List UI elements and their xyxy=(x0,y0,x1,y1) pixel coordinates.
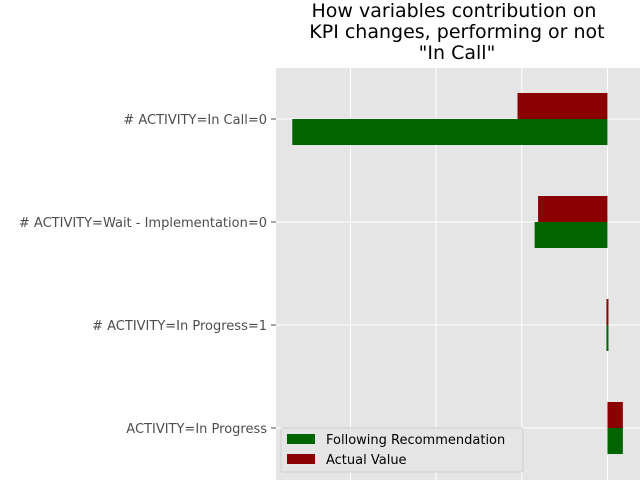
y-tick-label: # ACTIVITY=In Call=0 xyxy=(123,113,267,128)
bar-actual-value-1 xyxy=(538,196,608,222)
y-tick-label: # ACTIVITY=In Progress=1 xyxy=(92,319,267,334)
y-tick-label: ACTIVITY=In Progress xyxy=(126,422,267,437)
legend: Following Recommendation Actual Value xyxy=(280,427,524,473)
bar-following-recommendation-1 xyxy=(534,222,608,248)
legend-box xyxy=(280,427,524,473)
bars xyxy=(292,93,623,454)
bar-following-recommendation-0 xyxy=(292,119,608,145)
y-tick-labels: # ACTIVITY=In Call=0 # ACTIVITY=Wait - Im… xyxy=(19,113,276,437)
chart-title-line-3: "In Call" xyxy=(419,42,496,64)
bar-actual-value-0 xyxy=(517,93,608,119)
bar-actual-value-3 xyxy=(607,402,623,428)
chart-title-line-1: How variables contribution on xyxy=(312,0,597,22)
legend-swatch-actual-value xyxy=(287,454,315,464)
bar-actual-value-2 xyxy=(606,299,609,325)
y-tick-label: # ACTIVITY=Wait - Implementation=0 xyxy=(19,216,267,231)
bar-following-recommendation-3 xyxy=(607,428,623,454)
chart-title-line-2: KPI changes, performing or not xyxy=(309,21,604,43)
legend-label-actual-value: Actual Value xyxy=(326,453,407,468)
legend-label-following-recommendation: Following Recommendation xyxy=(326,433,505,448)
bar-following-recommendation-2 xyxy=(606,325,609,351)
chart-title: How variables contribution on KPI change… xyxy=(309,0,610,64)
legend-swatch-following-recommendation xyxy=(287,434,315,444)
